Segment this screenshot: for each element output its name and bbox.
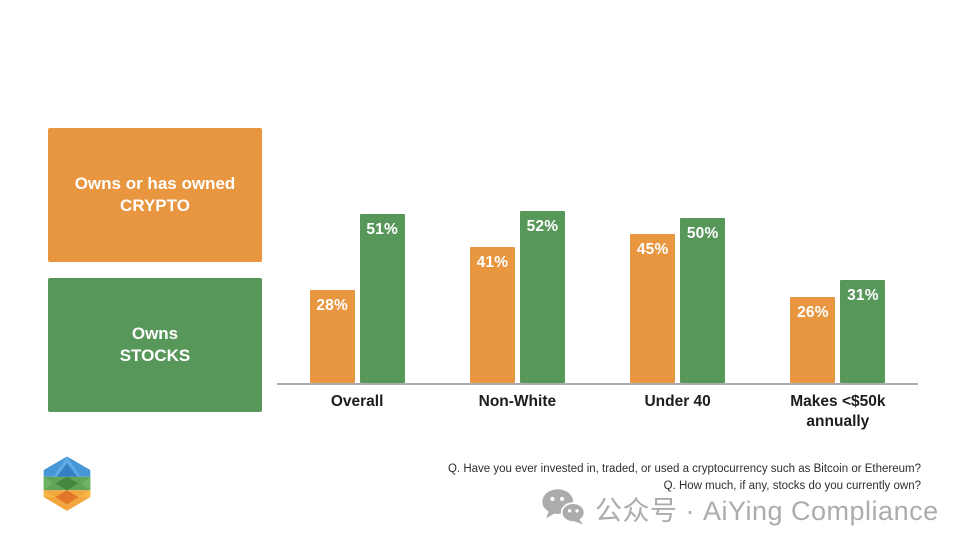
bar-value-label: 28% bbox=[316, 297, 348, 315]
bar-group: 28% 51% bbox=[309, 214, 405, 383]
bar-crypto: 28% bbox=[309, 290, 355, 383]
bar-value-label: 41% bbox=[476, 254, 509, 272]
bar-crypto: 26% bbox=[790, 296, 836, 383]
bar-value-label: 45% bbox=[636, 241, 669, 259]
bar-stocks: 51% bbox=[359, 214, 405, 383]
bar-crypto: 41% bbox=[469, 247, 515, 383]
bar-group: 41% 52% bbox=[469, 210, 565, 383]
legend-crypto-box: Owns or has owned CRYPTO bbox=[48, 128, 262, 262]
bar-group: 26% 31% bbox=[790, 280, 886, 383]
cube-logo-icon bbox=[40, 455, 94, 518]
bar-group: 45% 50% bbox=[630, 217, 726, 383]
wechat-icon bbox=[541, 487, 586, 530]
bar-chart: 28% 51% 41% 52% 45% 50% 26% 31% bbox=[277, 0, 918, 385]
category-label: Makes <$50k annually bbox=[790, 393, 886, 430]
legend-stocks-box: Owns STOCKS bbox=[48, 278, 262, 412]
legend-crypto-line1: Owns or has owned bbox=[74, 174, 236, 193]
legend-stocks-line1: Owns bbox=[131, 324, 179, 343]
survey-question-footnote: Q. Have you ever invested in, traded, or… bbox=[448, 461, 921, 494]
bar-value-label: 26% bbox=[797, 303, 829, 321]
footnote-line1: Q. Have you ever invested in, traded, or… bbox=[447, 463, 921, 475]
category-label: Non-White bbox=[478, 393, 557, 410]
bar-value-label: 50% bbox=[686, 224, 719, 242]
bar-value-label: 52% bbox=[526, 217, 559, 235]
legend-crypto-line2: CRYPTO bbox=[120, 196, 190, 215]
watermark: 公众号 · AiYing Compliance bbox=[541, 487, 939, 530]
bar-value-label: 51% bbox=[366, 221, 398, 239]
bar-crypto: 45% bbox=[630, 234, 676, 383]
legend-stocks-line2: STOCKS bbox=[119, 346, 191, 365]
bar-stocks: 31% bbox=[840, 280, 886, 383]
bar-stocks: 52% bbox=[519, 210, 565, 383]
bar-stocks: 50% bbox=[680, 217, 726, 383]
bar-value-label: 31% bbox=[847, 287, 879, 305]
watermark-text: 公众号 · AiYing Compliance bbox=[595, 496, 939, 526]
category-label: Under 40 bbox=[644, 393, 711, 410]
category-labels-row: Overall Non-White Under 40 Makes <$50k annu… bbox=[277, 392, 918, 432]
bars-row: 28% 51% 41% 52% 45% 50% 26% 31% bbox=[277, 210, 918, 385]
footnote-line2: Q. How much, if any, stocks do you curre… bbox=[663, 479, 921, 492]
category-label: Overall bbox=[330, 393, 384, 410]
